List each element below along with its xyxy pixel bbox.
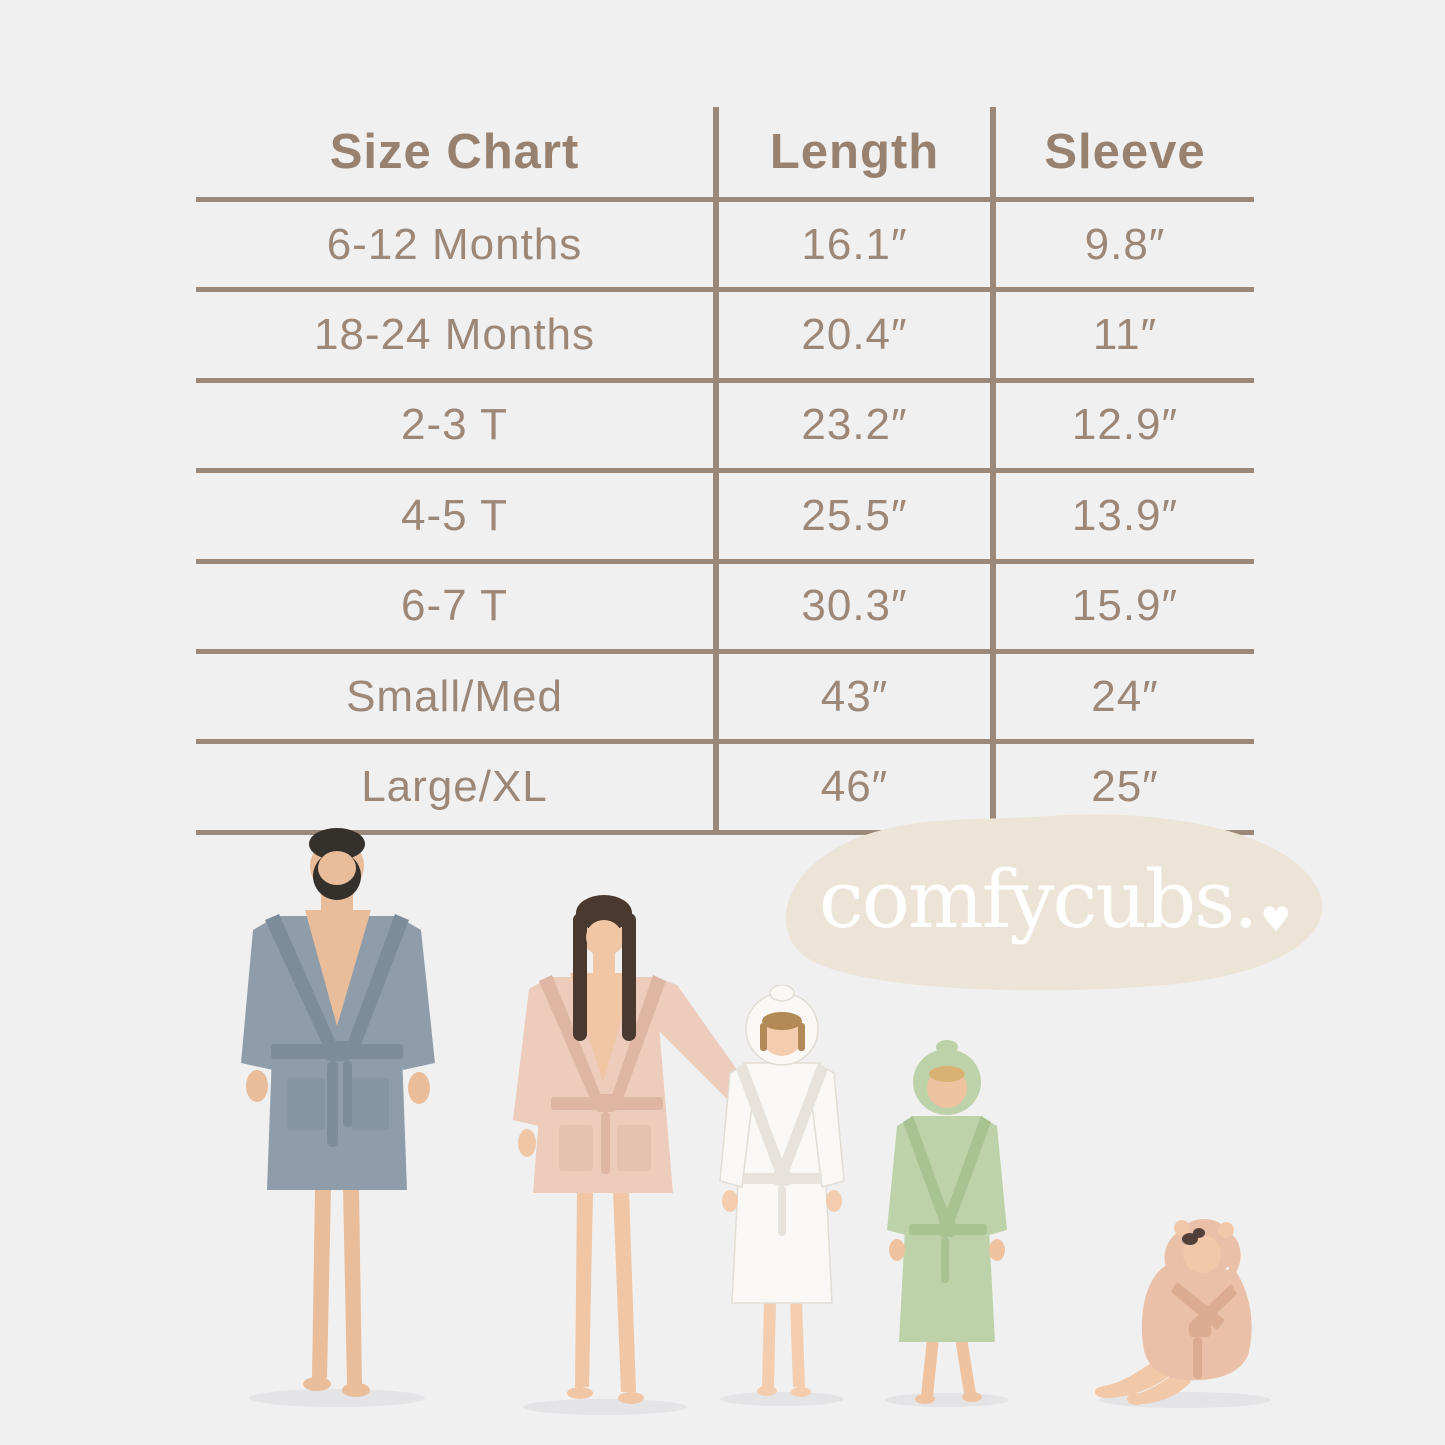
boy-robe-details — [903, 1116, 991, 1283]
row-length: 23.2″ — [719, 382, 996, 469]
woman-shadow — [523, 1399, 687, 1415]
woman-hair — [573, 895, 636, 1041]
row-size: 4-5 T — [196, 473, 719, 559]
man-face — [318, 851, 356, 885]
row-sleeve: 13.9″ — [1071, 490, 1179, 540]
boy-hands — [889, 1239, 1005, 1261]
row-sleeve: 12.9″ — [1071, 400, 1179, 450]
row-length: 46″ — [719, 744, 996, 830]
table-row: 18-24 Months 20.4″ 11″ — [196, 292, 1254, 383]
row-length: 16.1″ — [719, 202, 996, 288]
row-sleeve: 15.9″ — [1071, 581, 1179, 631]
girl-robe-details — [736, 1063, 828, 1236]
row-size: 18-24 Months — [196, 292, 719, 378]
man-legs — [303, 1188, 370, 1397]
row-size: Small/Med — [196, 653, 719, 740]
boy-shadow — [885, 1393, 1009, 1407]
row-length: 25.5″ — [719, 473, 996, 559]
figure-girl — [690, 984, 875, 1415]
girl-legs — [757, 1301, 811, 1397]
table-header-row: Size Chart Length Sleeve — [196, 107, 1254, 202]
boy-legs — [915, 1338, 982, 1404]
row-sleeve: 25″ — [1091, 762, 1159, 812]
row-size: Large/XL — [196, 744, 719, 830]
row-sleeve: 24″ — [1091, 671, 1159, 721]
woman-legs — [567, 1191, 644, 1404]
woman-face — [586, 920, 622, 954]
girl-hands — [722, 1190, 842, 1212]
row-length: 30.3″ — [719, 563, 996, 649]
header-sleeve: Sleeve — [1044, 125, 1206, 179]
table-row: Large/XL 46″ 25″ — [196, 744, 1254, 835]
table-row: 6-12 Months 16.1″ 9.8″ — [196, 202, 1254, 293]
table-row: Small/Med 43″ 24″ — [196, 653, 1254, 745]
row-length: 43″ — [719, 653, 996, 740]
baby-robe-details — [1171, 1282, 1237, 1379]
girl-hair — [760, 1012, 805, 1051]
header-size-chart: Size Chart — [196, 107, 719, 197]
boy-hair — [929, 1066, 965, 1082]
row-size: 6-7 T — [196, 563, 719, 649]
table-row: 4-5 T 25.5″ 13.9″ — [196, 473, 1254, 564]
figure-man — [215, 818, 460, 1415]
brand-logo: comfycubs. ♥ — [775, 806, 1335, 1000]
row-sleeve: 11″ — [1092, 310, 1158, 360]
figure-boy — [855, 1040, 1040, 1415]
man-robe-details — [265, 914, 409, 1147]
man-shadow — [249, 1389, 425, 1407]
size-table: Size Chart Length Sleeve 6-12 Months 16.… — [196, 107, 1254, 835]
table-row: 2-3 T 23.2″ 12.9″ — [196, 382, 1254, 474]
row-size: 2-3 T — [196, 382, 719, 469]
row-size: 6-12 Months — [196, 202, 719, 288]
baby-hair — [1182, 1228, 1205, 1245]
logo-text: comfycubs. ♥ — [818, 852, 1292, 946]
table-row: 6-7 T 30.3″ 15.9″ — [196, 563, 1254, 654]
figure-baby — [1085, 1210, 1285, 1415]
figure-woman — [455, 885, 765, 1425]
logo-blob — [785, 814, 1323, 991]
header-length: Length — [719, 107, 996, 197]
girl-shadow — [720, 1392, 844, 1406]
heart-icon: ♥ — [1260, 900, 1292, 940]
row-sleeve: 9.8″ — [1084, 219, 1166, 269]
row-length: 20.4″ — [719, 292, 996, 378]
